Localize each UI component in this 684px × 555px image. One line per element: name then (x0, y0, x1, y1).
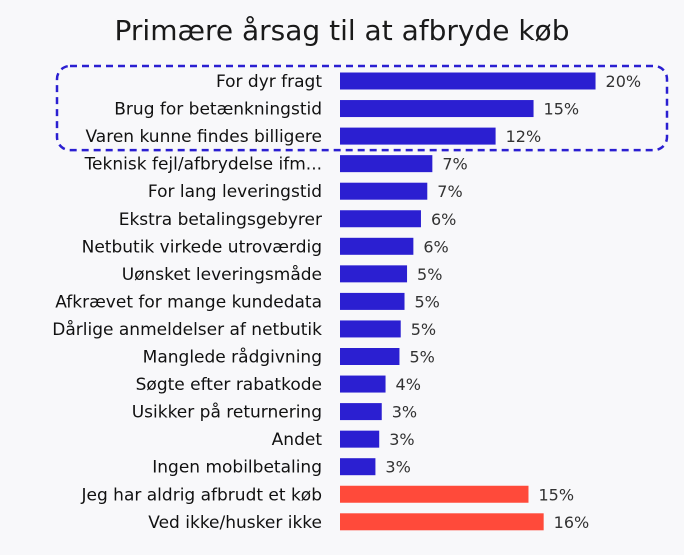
category-label: Usikker på returnering (132, 402, 322, 423)
category-label: Ingen mobilbetaling (152, 458, 322, 478)
value-label: 6% (423, 237, 448, 256)
category-label: Varen kunne findes billigere (86, 127, 323, 147)
value-label: 12% (506, 127, 542, 146)
value-label: 6% (431, 210, 456, 229)
bar (340, 155, 433, 173)
category-label: Afkrævet for mange kundedata (55, 292, 322, 312)
value-label: 3% (385, 458, 410, 477)
bar (340, 182, 428, 200)
category-label: Netbutik virkede utroværdig (82, 237, 322, 257)
bar (340, 265, 408, 283)
bar (340, 72, 596, 90)
value-label: 16% (554, 513, 590, 532)
value-label: 4% (396, 375, 421, 394)
value-label: 3% (389, 430, 414, 449)
category-label: Ekstra betalingsgebyrer (119, 210, 322, 230)
bar (340, 458, 376, 476)
bar (340, 485, 529, 503)
bar (340, 375, 386, 393)
category-label: Dårlige anmeldelser af netbutik (52, 319, 322, 340)
bar (340, 320, 401, 338)
bar (340, 210, 421, 228)
category-label: Jeg har aldrig afbrudt et køb (81, 485, 322, 505)
bar (340, 403, 382, 421)
bar (340, 513, 544, 531)
category-label: For dyr fragt (216, 72, 322, 92)
category-label: Søgte efter rabatkode (136, 375, 322, 395)
value-label: 5% (415, 292, 440, 311)
value-label: 5% (411, 320, 436, 339)
value-label: 7% (442, 155, 467, 174)
category-label: Andet (272, 430, 323, 450)
highlight-box (55, 64, 669, 152)
category-label: Teknisk fejl/afbrydelse ifm... (84, 155, 322, 175)
value-label: 15% (544, 100, 580, 119)
bar (340, 100, 534, 118)
category-label: Brug for betænkningstid (114, 100, 322, 120)
bar (340, 237, 414, 255)
category-label: Uønsket leveringsmåde (122, 264, 322, 285)
bar (340, 348, 400, 365)
category-label: Ved ikke/husker ikke (148, 513, 322, 533)
value-label: 5% (417, 265, 442, 284)
bar (340, 430, 380, 448)
chart-title: Primære årsag til at afbryde køb (114, 14, 570, 47)
value-label: 20% (606, 72, 642, 91)
value-label: 15% (538, 485, 574, 504)
bar (340, 292, 405, 310)
value-label: 3% (392, 403, 417, 422)
value-label: 7% (437, 182, 462, 201)
bar (340, 127, 496, 145)
category-label: Manglede rådgivning (143, 347, 322, 368)
value-label: 5% (409, 348, 434, 367)
category-label: For lang leveringstid (148, 182, 322, 202)
